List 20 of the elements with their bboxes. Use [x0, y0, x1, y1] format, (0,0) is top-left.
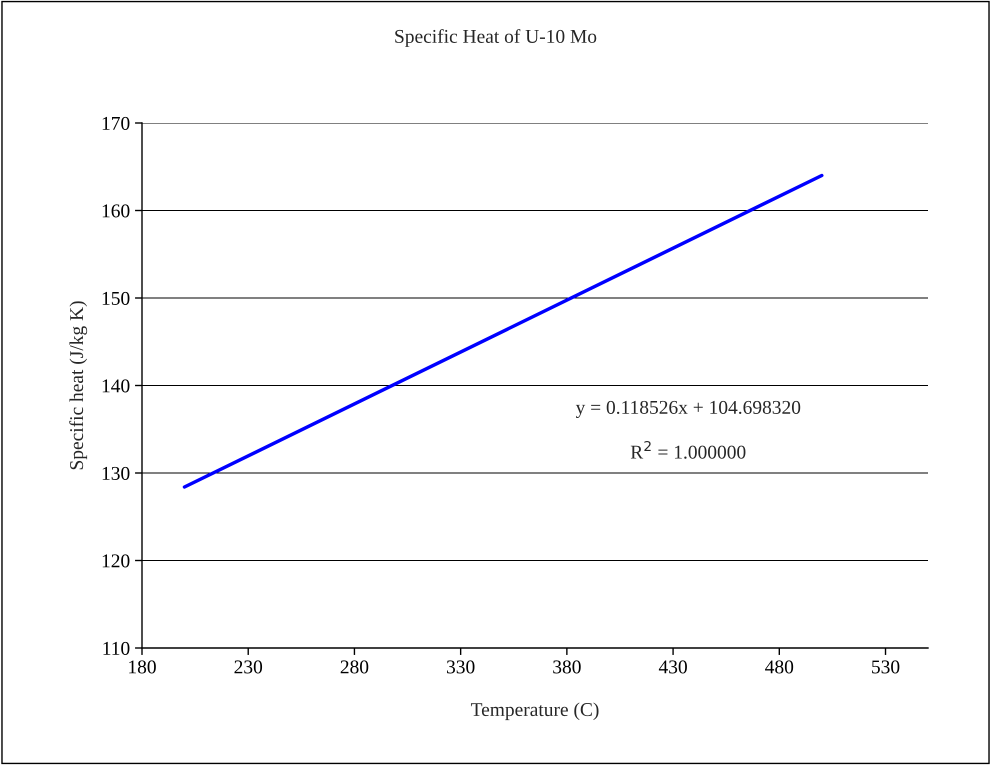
- y-tick-label: 110: [103, 642, 130, 655]
- x-tick-label: 180: [129, 660, 156, 674]
- x-tick-label: 230: [234, 660, 262, 674]
- chart-title: Specific Heat of U-10 Mo: [395, 29, 596, 47]
- x-tick-label: 530: [872, 660, 900, 674]
- x-tick-label: 280: [340, 660, 368, 674]
- y-tick-label: 170: [102, 116, 130, 130]
- x-tick-label: 380: [553, 660, 581, 674]
- x-tick-label: 480: [765, 660, 794, 674]
- annotation: R$^{2}$ = 1.000000: [630, 440, 746, 459]
- y-tick-label: 140: [102, 379, 130, 392]
- y-tick-label: 120: [102, 554, 130, 568]
- x-tick-label: 430: [658, 660, 687, 674]
- x-axis-title: Temperature (C): [470, 702, 599, 720]
- y-axis-title: Specific heat (J/kg K): [69, 301, 88, 470]
- annotation: y = 0.118526x + 104.698320: [576, 400, 800, 418]
- y-tick-label: 130: [102, 466, 130, 480]
- x-tick-label: 330: [446, 660, 474, 674]
- y-tick-label: 160: [102, 204, 130, 218]
- y-tick-label: 150: [102, 292, 130, 305]
